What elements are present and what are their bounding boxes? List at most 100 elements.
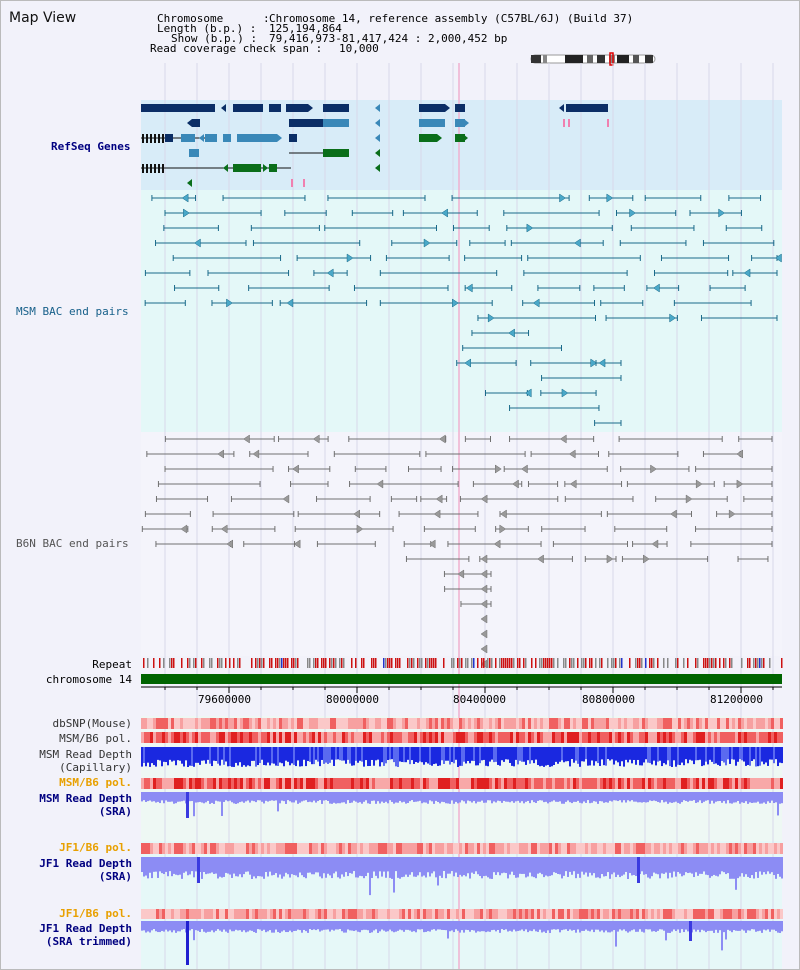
capillary-depth-bar	[365, 747, 367, 761]
dbsnp-heat-cell	[636, 718, 639, 729]
jf1-sra-depth-bar	[485, 857, 487, 876]
msm-sra-depth-bar	[175, 792, 177, 804]
msm-sra-depth-bar	[559, 792, 561, 802]
chromosome-ideogram[interactable]	[529, 52, 659, 66]
msm-b6-pol-heat-cell	[183, 732, 186, 743]
jf1-b6-pol-heat-cell	[777, 843, 780, 854]
jf1-sra-depth-bar	[351, 857, 353, 874]
msm-b6-pol-2-heat-cell	[570, 778, 573, 789]
jf1-sra-depth-bar	[411, 857, 413, 873]
msm-b6-pol-heat-cell	[360, 732, 363, 743]
msm-sra-depth-bar	[377, 792, 379, 802]
jf1-sra-depth-bar	[717, 857, 719, 877]
jf1-b6-pol-heat-cell	[591, 843, 594, 854]
jf1-b6-pol-2-heat-cell	[471, 909, 474, 919]
jf1-trimmed-depth-bar	[183, 921, 185, 930]
msm-sra-depth-bar	[165, 792, 167, 801]
gene-exon	[223, 134, 231, 142]
msm-b6-pol-2-heat-cell	[648, 778, 651, 789]
jf1-b6-pol-2-heat-cell	[141, 909, 144, 919]
msm-b6-pol-heat-cell	[174, 732, 177, 743]
capillary-depth-bar	[457, 747, 459, 767]
jf1-sra-depth-bar	[273, 857, 275, 875]
msm-b6-pol-heat-cell	[297, 732, 300, 743]
jf1-b6-pol-2-heat-cell	[216, 909, 219, 919]
msm-b6-pol-2-heat-cell	[672, 778, 675, 789]
jf1-b6-pol-2-heat-cell	[645, 909, 648, 919]
repeat-feature	[715, 658, 717, 668]
msm-sra-depth-bar	[479, 792, 481, 802]
jf1-trimmed-depth-bar	[655, 921, 657, 932]
jf1-trimmed-depth-bar	[253, 921, 255, 933]
jf1-b6-pol-heat-cell	[630, 843, 633, 854]
jf1-b6-pol-2-heat-cell	[183, 909, 186, 919]
msm-sra-depth-bar	[493, 792, 495, 802]
msm-b6-pol-heat-cell	[498, 732, 501, 743]
msm-sra-depth-bar	[615, 792, 617, 801]
repeat-feature	[705, 658, 707, 668]
msm-b6-pol-heat-cell	[417, 732, 420, 743]
dbsnp-heat-cell	[339, 718, 342, 729]
jf1-b6-pol-2-heat-cell	[501, 909, 504, 919]
msm-sra-depth-bar	[433, 792, 435, 804]
jf1-sra-depth-bar	[399, 857, 401, 879]
capillary-depth-bar	[535, 747, 537, 760]
jf1-b6-pol-heat-cell	[420, 843, 423, 854]
msm-b6-pol-heat-cell	[351, 732, 354, 743]
msm-bac-pair-arrow	[598, 358, 606, 368]
jf1-trimmed-depth-bar	[155, 921, 157, 932]
jf1-trimmed-depth-bar	[275, 921, 277, 930]
jf1-sra-depth-bar	[339, 857, 341, 879]
jf1-b6-pol-heat-cell	[738, 843, 741, 854]
capillary-depth-bar	[679, 747, 681, 766]
jf1-b6-pol-heat-cell	[180, 843, 183, 854]
jf1-trimmed-depth-bar	[237, 921, 239, 931]
msm-sra-depth-bar	[301, 792, 303, 802]
msm-b6-pol-2-heat-cell	[585, 778, 588, 789]
jf1-sra-depth-bar	[737, 857, 739, 879]
jf1-b6-pol-2-heat-cell	[306, 909, 309, 919]
gene-arrow	[437, 134, 442, 142]
jf1-b6-pol-2-heat-cell	[144, 909, 147, 919]
dbsnp-heat-cell	[276, 718, 279, 729]
repeat-feature	[143, 658, 145, 668]
repeat-feature	[535, 658, 537, 668]
msm-b6-pol-heat-cell	[762, 732, 765, 743]
msm-sra-depth-bar	[599, 792, 601, 802]
msm-b6-pol-2-heat-cell	[369, 778, 372, 789]
b6n-bac-pair-arrow	[695, 479, 703, 489]
jf1-b6-pol-heat-cell	[306, 843, 309, 854]
dbsnp-heat-cell	[459, 718, 462, 729]
repeat-feature	[543, 658, 545, 668]
jf1-sra-depth-bar	[189, 857, 191, 875]
jf1-sra-depth-bar	[531, 857, 533, 877]
msm-sra-depth-bar	[327, 792, 329, 801]
capillary-depth-bar	[331, 747, 333, 760]
capillary-depth-bar	[151, 747, 153, 764]
dbsnp-heat-cell	[372, 718, 375, 729]
jf1-b6-pol-2-heat-cell	[582, 909, 585, 919]
b6n-bac-pair-arrow	[376, 479, 384, 489]
jf1-b6-pol-2-heat-cell	[390, 909, 393, 919]
jf1-trimmed-depth-bar	[463, 921, 465, 933]
repeat-feature	[499, 658, 501, 668]
jf1-sra-sublabel: (SRA)	[98, 870, 132, 883]
jf1-trimmed-depth-bar	[233, 921, 235, 932]
gene-arrow	[263, 164, 268, 172]
msm-b6-pol-2-heat-cell	[399, 778, 402, 789]
msm-sra-depth-bar	[243, 792, 245, 803]
msm-sra-depth-bar	[501, 792, 503, 803]
repeat-feature	[531, 658, 533, 668]
msm-sra-depth-bar	[757, 792, 759, 802]
jf1-b6-pol-2-heat-cell	[516, 909, 519, 919]
msm-b6-pol-heat-cell	[726, 732, 729, 743]
msm-sra-depth-bar	[263, 792, 265, 804]
msm-sra-depth-bar	[677, 792, 679, 803]
jf1-trimmed-depth-bar	[607, 921, 609, 933]
msm-sra-depth-bar	[629, 792, 631, 802]
msm-b6-pol-heat-cell	[741, 732, 744, 743]
dbsnp-heat-cell	[630, 718, 633, 729]
msm-b6-pol-heat-cell	[249, 732, 252, 743]
msm-b6-pol-heat-cell	[510, 732, 513, 743]
dbsnp-heat-cell	[246, 718, 249, 729]
